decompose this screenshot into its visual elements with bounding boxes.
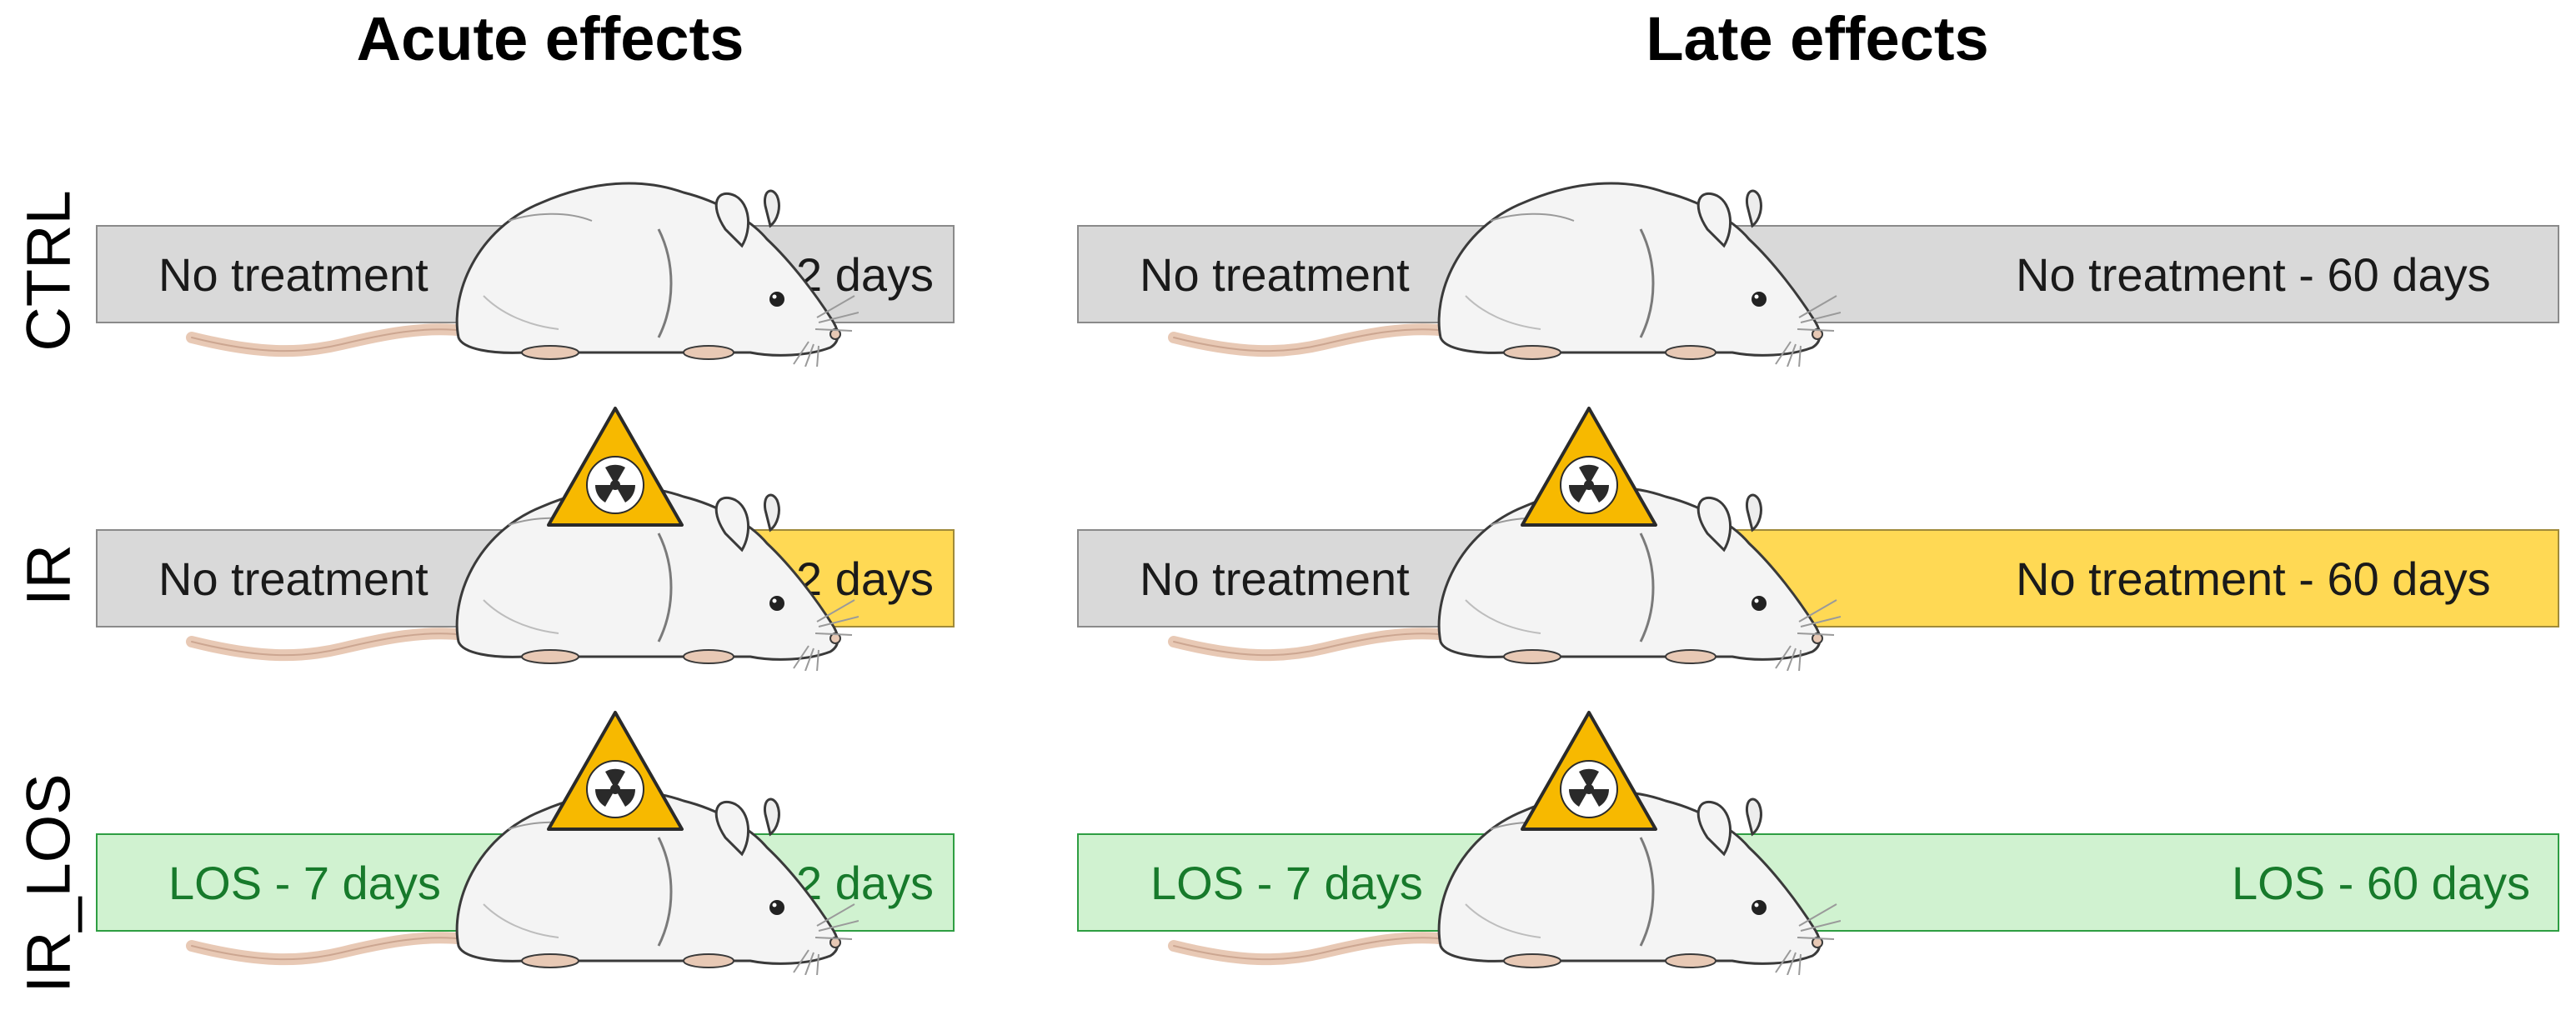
mouse-icon — [175, 171, 859, 367]
mouse-icon — [1157, 475, 1841, 671]
mouse-icon — [175, 779, 859, 975]
late-ir-pre-label: No treatment — [1140, 552, 1410, 605]
late-ir-bar-post — [1701, 529, 2559, 628]
acute-ctrl-pre-label: No treatment — [158, 248, 428, 301]
late-effects-title: Late effects — [1646, 4, 1989, 73]
acute-ir-pre-label: No treatment — [158, 552, 428, 605]
mouse-icon — [175, 475, 859, 671]
row-label-ir-los: IR_LOS — [13, 773, 83, 993]
acute-ir-los-post-label: 2 days — [796, 857, 934, 909]
radiation-hazard-icon — [547, 711, 684, 831]
row-label-ir: IR — [13, 544, 83, 606]
late-ir-los-post-label: LOS - 60 days — [2232, 857, 2530, 909]
late-ctrl-post-label: No treatment - 60 days — [2016, 248, 2491, 301]
acute-ir-los-pre-label: LOS - 7 days — [168, 857, 441, 909]
late-ir-post-label: No treatment - 60 days — [2016, 552, 2491, 605]
radiation-hazard-icon — [1521, 711, 1657, 831]
radiation-hazard-icon — [1521, 407, 1657, 527]
acute-ctrl-post-label: 2 days — [796, 248, 934, 301]
acute-effects-title: Acute effects — [356, 4, 744, 73]
row-label-ctrl: CTRL — [13, 190, 83, 352]
late-ir-los-pre-label: LOS - 7 days — [1150, 857, 1423, 909]
radiation-hazard-icon — [547, 407, 684, 527]
mouse-icon — [1157, 171, 1841, 367]
acute-ir-post-label: 2 days — [796, 552, 934, 605]
late-ctrl-pre-label: No treatment — [1140, 248, 1410, 301]
mouse-icon — [1157, 779, 1841, 975]
